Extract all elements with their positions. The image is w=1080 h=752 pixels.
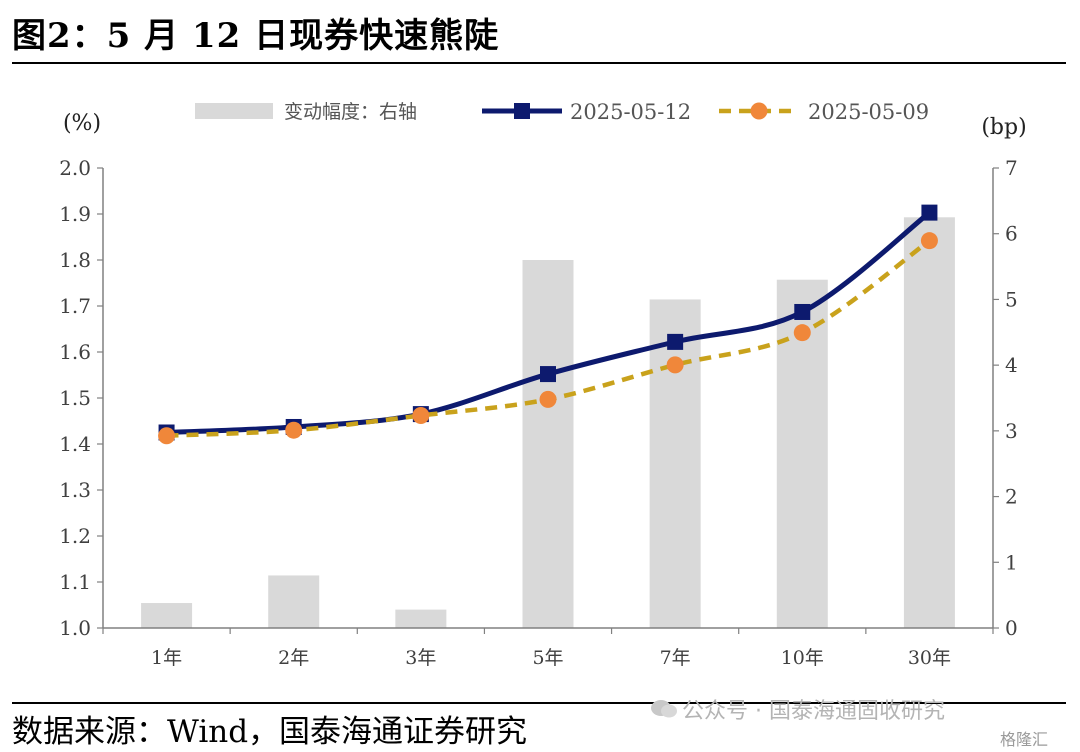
watermark-label: 公众号 · 国泰海通固收研究 [682, 699, 945, 724]
left-tick-label: 1.1 [59, 570, 91, 594]
right-tick-label: 2 [1005, 485, 1018, 509]
right-tick-label: 7 [1005, 156, 1018, 180]
marker-2025-05-09-3年 [412, 406, 430, 424]
bar-series-change [141, 217, 955, 629]
x-tick-label: 10年 [781, 647, 824, 669]
legend-marker-2025-05-12 [514, 103, 530, 119]
marker-2025-05-09-7年 [666, 356, 684, 374]
marker-2025-05-09-10年 [793, 324, 811, 342]
left-tick-label: 1.3 [59, 478, 91, 502]
legend-label-2025-05-12: 2025-05-12 [570, 100, 691, 124]
x-tick-label: 30年 [908, 647, 951, 669]
marker-2025-05-12-5年 [540, 366, 556, 383]
x-tick-label: 3年 [405, 647, 436, 669]
figure-title: 图2：5 月 12 日现券快速熊陡 [12, 16, 500, 56]
left-tick-label: 1.5 [59, 386, 91, 410]
marker-2025-05-09-30年 [920, 232, 938, 250]
right-tick-label: 4 [1005, 353, 1018, 377]
watermark-text: 公众号 · 国泰海通固收研究 [648, 693, 945, 725]
left-tick-label: 1.9 [59, 202, 91, 226]
legend-label-bar: 变动幅度：右轴 [284, 101, 417, 123]
marker-2025-05-09-2年 [285, 421, 303, 439]
title-rule [12, 62, 1066, 64]
chart-axes: 1.0 1.1 1.2 1.3 1.4 1.5 1.6 1.7 1.8 1.9 2.0 0 1 2 3 4 5 6… [59, 156, 1018, 669]
left-tick-label: 1.8 [59, 248, 91, 272]
legend-marker-2025-05-09 [750, 102, 768, 120]
left-tick-label: 1.0 [59, 616, 91, 640]
line-series [158, 204, 938, 445]
marker-2025-05-09-5年 [539, 390, 557, 408]
x-tick-label: 2年 [278, 647, 309, 669]
left-tick-label: 1.6 [59, 340, 91, 364]
source-rule [12, 702, 1066, 704]
corner-logo: 格隆汇 [1000, 730, 1049, 749]
marker-2025-05-12-10年 [794, 303, 811, 320]
x-tick-label: 7年 [660, 647, 691, 669]
left-tick-label: 1.2 [59, 524, 91, 548]
right-tick-label: 5 [1005, 287, 1018, 311]
data-source: 数据来源：Wind，国泰海通证券研究 [12, 714, 528, 750]
left-axis-unit: (%) [63, 111, 101, 136]
left-tick-label: 2.0 [59, 156, 91, 180]
yield-curve-chart: 变动幅度：右轴 2025-05-12 2025-05-09 (%) (bp) 1.0… [59, 100, 1026, 669]
right-axis-unit: (bp) [981, 115, 1026, 140]
bar-3年 [395, 609, 447, 628]
bar-5年 [522, 260, 574, 628]
right-tick-label: 3 [1005, 419, 1018, 443]
marker-2025-05-12-30年 [921, 204, 938, 221]
bar-2年 [268, 575, 320, 628]
marker-2025-05-12-7年 [667, 333, 684, 350]
legend-label-2025-05-09: 2025-05-09 [808, 100, 929, 124]
chart-legend: 变动幅度：右轴 2025-05-12 2025-05-09 [195, 100, 929, 124]
right-tick-label: 0 [1005, 616, 1018, 640]
right-tick-label: 1 [1005, 550, 1018, 574]
marker-2025-05-09-1年 [158, 427, 176, 445]
wechat-icon [651, 700, 677, 718]
left-tick-label: 1.4 [59, 432, 91, 456]
bar-7年 [649, 299, 701, 628]
x-tick-label: 5年 [532, 647, 563, 669]
legend-swatch-bar [195, 103, 273, 119]
x-tick-label: 1年 [151, 647, 182, 669]
bar-30年 [903, 217, 955, 629]
right-tick-label: 6 [1005, 222, 1018, 246]
left-tick-label: 1.7 [59, 294, 91, 318]
bar-1年 [141, 603, 193, 628]
